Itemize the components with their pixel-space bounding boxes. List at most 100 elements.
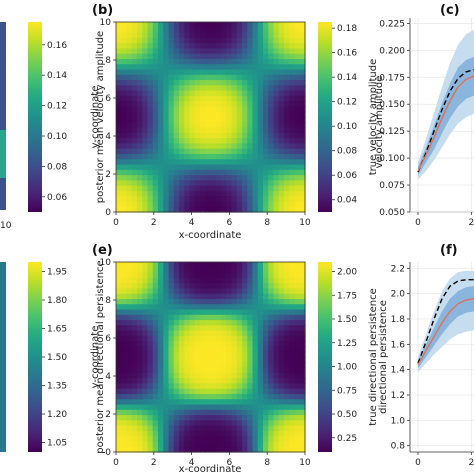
heatmap-cell — [226, 90, 233, 97]
heatmap-cell — [152, 180, 159, 187]
heatmap-cell — [273, 106, 280, 113]
heatmap-cell — [226, 309, 233, 316]
heatmap-cell — [200, 267, 206, 274]
heatmap-cell — [142, 201, 149, 208]
heatmap-cell — [273, 43, 280, 49]
heatmap-cell — [189, 404, 196, 411]
heatmap-cell — [221, 80, 227, 86]
heatmap-cell — [231, 148, 238, 155]
heatmap-cell — [200, 27, 206, 34]
heatmap-cell — [263, 80, 269, 86]
colorbar-tick-label: 1.80 — [47, 296, 67, 306]
heatmap-cell — [226, 127, 233, 134]
heatmap-cell — [247, 37, 254, 44]
heatmap-cell — [242, 196, 248, 203]
heatmap-cell — [205, 436, 212, 443]
heatmap-cell — [126, 69, 133, 76]
heatmap-cell — [205, 404, 212, 411]
heatmap-cell — [226, 159, 233, 166]
heatmap-cell — [257, 425, 264, 432]
heatmap-cell — [278, 357, 285, 363]
heatmap-cell — [231, 378, 238, 384]
heatmap-cell — [131, 127, 138, 134]
heatmap-cell — [299, 117, 306, 123]
heatmap-cell — [299, 298, 306, 305]
heatmap-cell — [247, 80, 254, 86]
heatmap-cell — [205, 309, 212, 316]
heatmap-cell — [184, 43, 191, 49]
heatmap-cell — [273, 436, 280, 443]
heatmap-cell — [284, 74, 290, 81]
heatmap-cell — [184, 48, 191, 55]
heatmap-cell — [158, 330, 164, 337]
heatmap-cell — [242, 159, 248, 166]
heatmap-cell — [200, 378, 206, 384]
heatmap-cell — [173, 122, 180, 129]
heatmap-cell — [231, 196, 238, 203]
heatmap-cell — [242, 430, 248, 437]
heatmap-cell — [273, 132, 280, 139]
heatmap-cell — [189, 298, 196, 305]
heatmap-cell — [278, 185, 285, 192]
heatmap-cell — [184, 441, 191, 448]
panel-e-label: (e) — [92, 243, 113, 258]
heatmap-cell — [142, 262, 149, 268]
heatmap-cell — [194, 430, 201, 437]
heatmap-cell — [299, 90, 306, 97]
heatmap-cell — [247, 293, 254, 300]
heatmap-cell — [173, 330, 180, 337]
heatmap-cell — [231, 201, 238, 208]
heatmap-cell — [289, 127, 296, 134]
heatmap-cell — [231, 153, 238, 160]
heatmap-cell — [278, 430, 285, 437]
heatmap-cell — [294, 441, 301, 448]
heatmap-cell — [273, 74, 280, 81]
heatmap-cell — [273, 101, 280, 108]
heatmap-cell — [147, 430, 154, 437]
heatmap-cell — [116, 64, 122, 71]
heatmap-cell — [168, 153, 175, 160]
heatmap-cell — [268, 283, 275, 289]
heatmap-cell — [163, 367, 170, 374]
heatmap-cell — [247, 446, 254, 453]
heatmap-cell — [215, 138, 222, 144]
heatmap-cell — [131, 404, 138, 411]
heatmap-cell — [121, 330, 128, 337]
heatmap-cell — [294, 409, 301, 416]
heatmap-cell — [257, 101, 264, 108]
heatmap-cell — [147, 441, 154, 448]
heatmap-cell — [252, 272, 259, 279]
heatmap-cell — [268, 185, 275, 192]
heatmap-cell — [152, 95, 159, 102]
heatmap-cell — [152, 399, 159, 406]
heatmap-cell — [284, 122, 290, 129]
heatmap-cell — [247, 185, 254, 192]
heatmap-cell — [147, 388, 154, 395]
heatmap-cell — [116, 420, 122, 427]
heatmap-cell — [147, 346, 154, 353]
heatmap-cell — [247, 441, 254, 448]
heatmap-cell — [116, 293, 122, 300]
heatmap-cell — [173, 420, 180, 427]
heatmap-cell — [215, 32, 222, 39]
heatmap-cell — [189, 314, 196, 321]
heatmap-cell — [215, 298, 222, 305]
heatmap-cell — [226, 393, 233, 400]
heatmap-cell — [200, 164, 206, 171]
heatmap-cell — [205, 127, 212, 134]
heatmap-cell — [257, 175, 264, 181]
heatmap-cell — [126, 180, 133, 187]
heatmap-cell — [184, 64, 191, 71]
heatmap-cell — [184, 415, 191, 421]
heatmap-cell — [252, 138, 259, 144]
heatmap-cell — [268, 415, 275, 421]
heatmap-cell — [210, 367, 217, 374]
heatmap-cell — [215, 267, 222, 274]
heatmap-cell — [294, 90, 301, 97]
heatmap-cell — [131, 288, 138, 295]
heatmap-cell — [131, 446, 138, 453]
heatmap-cell — [121, 58, 128, 65]
heatmap-cell — [242, 143, 248, 150]
heatmap-cell — [179, 43, 185, 49]
heatmap-cell — [247, 283, 254, 289]
